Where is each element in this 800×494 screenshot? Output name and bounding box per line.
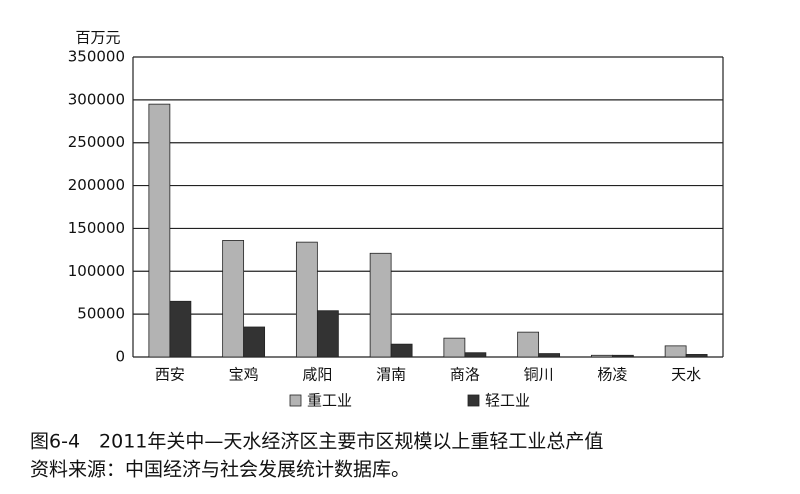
bar — [222, 240, 245, 358]
legend-label: 重工业 — [307, 392, 352, 410]
y-tick-label: 300000 — [68, 90, 125, 108]
legend-label: 轻工业 — [485, 392, 530, 410]
bar — [316, 310, 339, 358]
x-tick-label: 杨凌 — [597, 366, 627, 384]
x-tick-label: 咸阳 — [302, 366, 332, 384]
legend-swatch — [467, 394, 480, 407]
bar — [538, 353, 561, 358]
bar — [243, 326, 266, 358]
x-tick-label: 铜川 — [524, 366, 554, 384]
bar — [390, 343, 413, 358]
y-tick-label: 50000 — [77, 305, 125, 323]
source: 资料来源：中国经济与社会发展统计数据库。 — [30, 459, 410, 481]
y-tick-label: 350000 — [68, 48, 125, 66]
bar — [295, 241, 318, 358]
bar — [369, 252, 392, 358]
y-axis-label: 百万元 — [75, 29, 120, 47]
bar — [148, 103, 171, 358]
y-tick-label: 250000 — [68, 133, 125, 151]
y-tick-label: 200000 — [68, 176, 125, 194]
bar — [685, 354, 708, 358]
x-tick-label: 商洛 — [450, 366, 480, 384]
bar — [169, 300, 192, 358]
x-tick-label: 西安 — [155, 366, 185, 384]
bar — [590, 354, 613, 358]
bar — [664, 345, 687, 358]
y-tick-label: 0 — [115, 348, 125, 366]
bar — [611, 354, 634, 358]
x-tick-label: 宝鸡 — [229, 366, 259, 384]
x-tick-label: 天水 — [671, 366, 701, 384]
y-tick-label: 150000 — [68, 219, 125, 237]
caption: 图6-4 2011年关中—天水经济区主要市区规模以上重轻工业总产值 — [30, 431, 603, 453]
x-tick-label: 渭南 — [376, 366, 406, 384]
legend-swatch — [289, 394, 302, 407]
bar — [443, 337, 466, 358]
bar — [464, 352, 487, 358]
y-tick-label: 100000 — [68, 262, 125, 280]
bar — [517, 331, 540, 358]
